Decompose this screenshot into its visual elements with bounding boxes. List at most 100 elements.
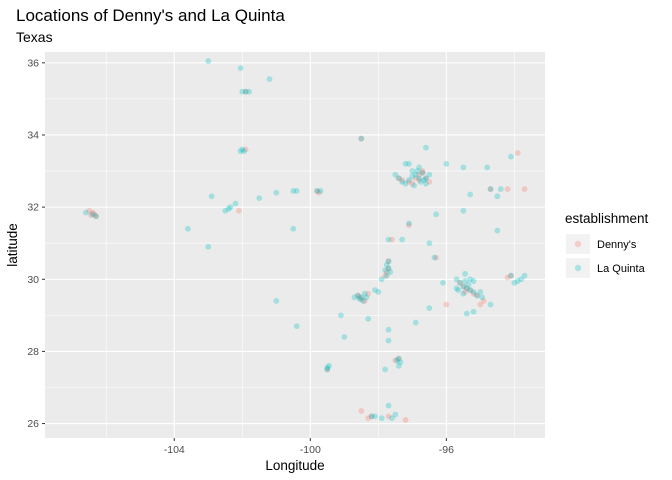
data-point bbox=[508, 272, 514, 279]
data-point bbox=[412, 319, 419, 326]
y-axis-ticks: 26 28 30 32 34 36 bbox=[27, 57, 45, 430]
data-point bbox=[423, 175, 429, 182]
x-tick-label: -96 bbox=[439, 444, 454, 456]
data-point bbox=[402, 417, 409, 423]
data-point bbox=[237, 148, 244, 155]
data-point bbox=[399, 178, 406, 185]
y-tick-label: 36 bbox=[27, 57, 39, 69]
series-0 bbox=[86, 88, 528, 423]
data-point bbox=[460, 283, 467, 290]
data-point bbox=[426, 171, 433, 178]
data-point bbox=[426, 178, 433, 185]
data-point bbox=[256, 195, 263, 202]
y-tick-label: 32 bbox=[27, 202, 39, 214]
data-point bbox=[406, 178, 412, 185]
data-point bbox=[385, 413, 392, 420]
data-point bbox=[521, 186, 528, 192]
data-point bbox=[395, 355, 402, 362]
data-point bbox=[358, 294, 365, 301]
data-point bbox=[82, 209, 89, 216]
data-point bbox=[392, 171, 399, 178]
data-point bbox=[440, 279, 446, 286]
data-point bbox=[419, 169, 426, 176]
data-point bbox=[406, 220, 412, 227]
data-point bbox=[409, 173, 416, 180]
data-point bbox=[358, 296, 365, 303]
data-point bbox=[392, 357, 399, 364]
data-point bbox=[89, 211, 96, 218]
legend-key-1 bbox=[566, 258, 590, 278]
data-point bbox=[487, 301, 494, 308]
data-point bbox=[239, 88, 246, 95]
data-point bbox=[358, 135, 365, 142]
data-point bbox=[453, 285, 460, 292]
data-point bbox=[93, 213, 99, 220]
chart-title: Locations of Denny's and La Quinta bbox=[16, 6, 285, 25]
data-point bbox=[460, 283, 467, 290]
data-point bbox=[497, 186, 504, 192]
data-point bbox=[385, 258, 392, 265]
data-points bbox=[82, 58, 528, 423]
data-point bbox=[462, 278, 468, 284]
data-point bbox=[521, 272, 528, 279]
data-point bbox=[341, 334, 348, 340]
data-point bbox=[273, 189, 280, 196]
data-point bbox=[463, 285, 470, 292]
data-point bbox=[409, 180, 416, 187]
data-point bbox=[395, 355, 402, 362]
data-point bbox=[494, 227, 501, 234]
data-point bbox=[385, 258, 392, 265]
data-point bbox=[382, 272, 389, 279]
data-point bbox=[378, 276, 385, 283]
data-point bbox=[395, 362, 402, 369]
data-point bbox=[477, 288, 484, 295]
data-point bbox=[239, 146, 246, 153]
data-point bbox=[402, 160, 409, 167]
data-point bbox=[470, 278, 477, 284]
data-point bbox=[462, 270, 468, 277]
data-point bbox=[426, 240, 433, 247]
legend-title: establishment bbox=[565, 211, 649, 226]
data-point bbox=[443, 160, 450, 167]
data-point bbox=[314, 187, 321, 194]
data-point bbox=[504, 186, 511, 192]
data-point bbox=[411, 182, 417, 189]
data-point bbox=[399, 236, 406, 243]
data-point bbox=[372, 287, 378, 293]
data-point bbox=[385, 265, 392, 272]
data-point bbox=[208, 193, 215, 200]
data-point bbox=[395, 175, 402, 182]
data-point bbox=[417, 178, 424, 185]
data-point bbox=[414, 168, 421, 174]
data-point bbox=[409, 168, 416, 174]
data-point bbox=[399, 177, 406, 183]
data-point bbox=[232, 200, 239, 207]
data-point bbox=[416, 171, 423, 178]
data-point bbox=[372, 413, 378, 420]
grid-minor bbox=[45, 52, 545, 438]
data-point bbox=[419, 169, 426, 176]
data-point bbox=[290, 187, 297, 194]
data-point bbox=[351, 294, 358, 301]
data-point bbox=[423, 180, 429, 187]
data-point bbox=[365, 415, 372, 422]
data-point bbox=[385, 236, 392, 243]
data-point bbox=[383, 272, 390, 279]
data-point bbox=[394, 357, 400, 364]
data-point bbox=[463, 310, 470, 317]
data-point bbox=[365, 316, 372, 322]
data-point bbox=[355, 292, 361, 299]
data-point bbox=[395, 175, 402, 182]
data-point bbox=[242, 88, 249, 95]
data-point bbox=[324, 366, 331, 373]
data-point bbox=[385, 265, 392, 272]
data-point bbox=[293, 323, 300, 330]
data-point bbox=[412, 171, 419, 178]
data-point bbox=[89, 209, 96, 216]
data-point bbox=[324, 366, 331, 373]
data-point bbox=[382, 366, 389, 373]
grid-major bbox=[45, 52, 545, 438]
data-point bbox=[419, 168, 426, 174]
data-point bbox=[465, 281, 472, 288]
